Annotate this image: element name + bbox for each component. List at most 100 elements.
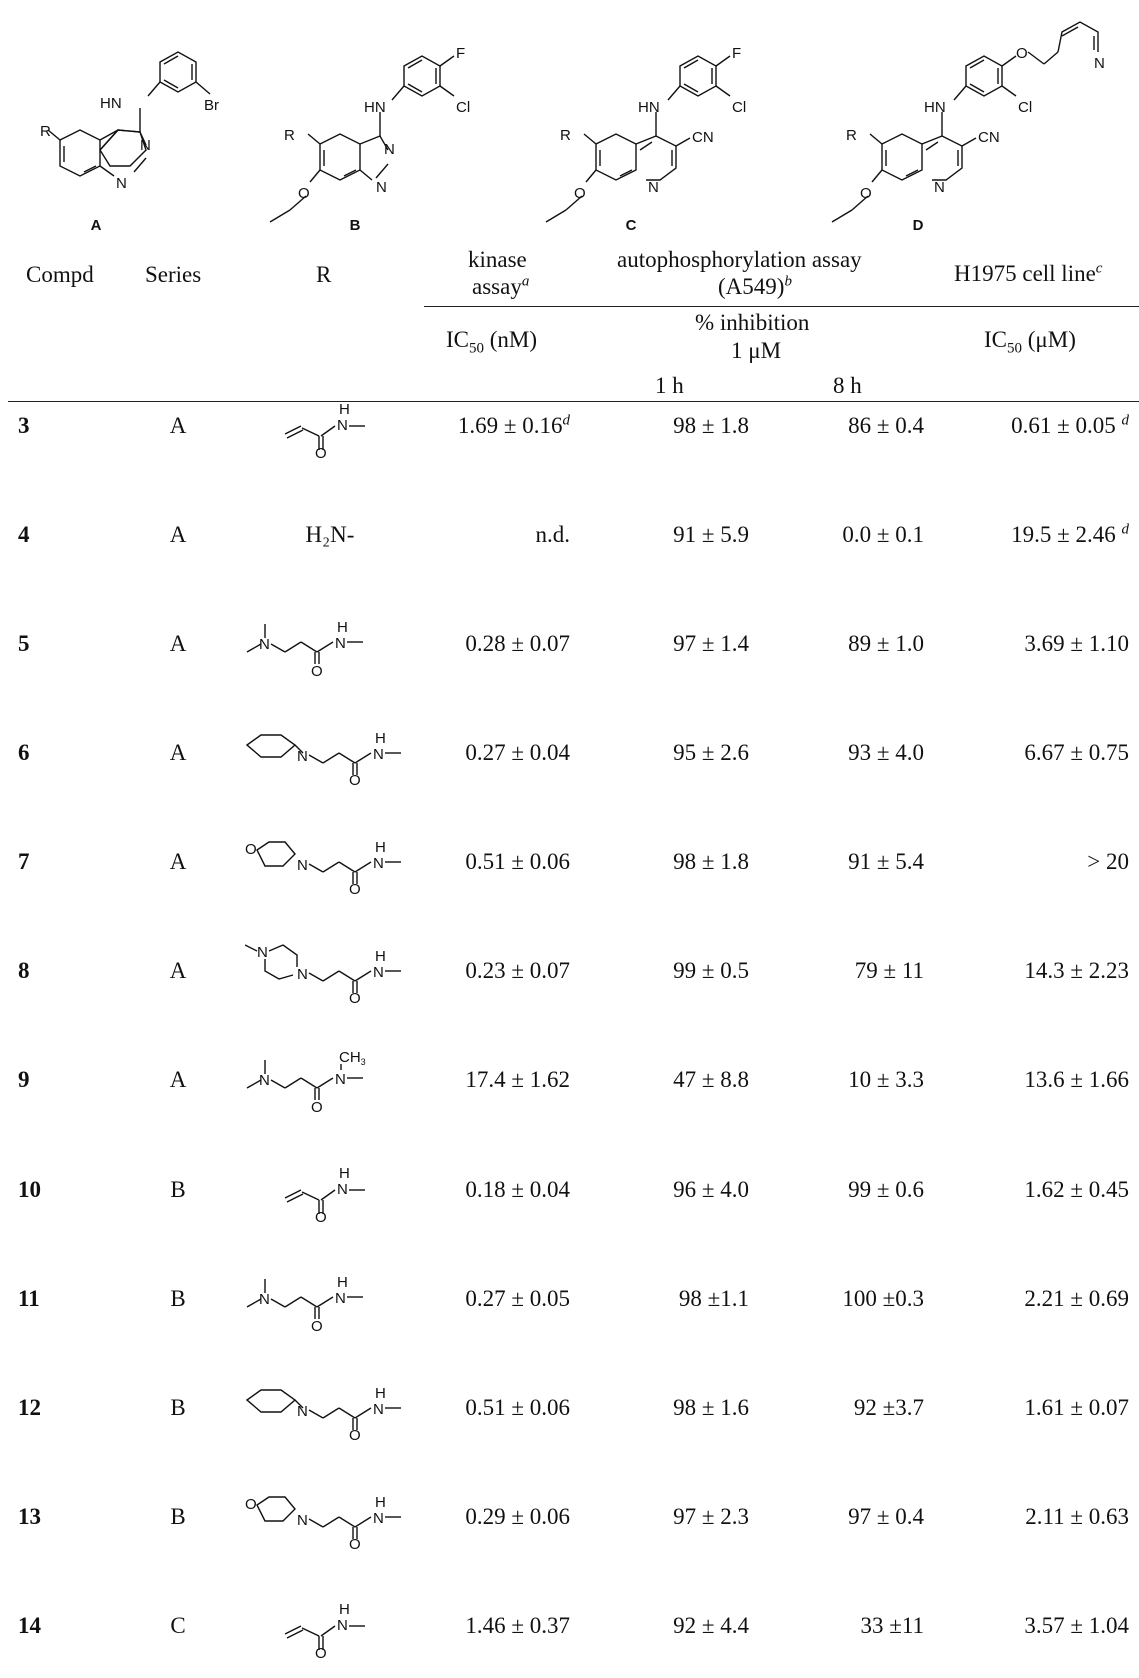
cell-inhibition-1h: 98 ± 1.8 [673, 413, 749, 438]
cell-compd: 14 [18, 1613, 41, 1638]
r-group-structure: O N H [284, 1165, 365, 1224]
svg-text:N: N [259, 636, 270, 653]
scaffold-a-nh-atom: HN [100, 95, 122, 112]
svg-text:O: O [315, 1645, 327, 1660]
cell-h1975-ic50: > 20 [1087, 849, 1129, 874]
cell-compd: 3 [18, 413, 30, 438]
cell-inhibition-8h: 93 ± 4.0 [848, 740, 924, 765]
cell-h1975-ic50: 13.6 ± 1.66 [1024, 1067, 1129, 1092]
cell-inhibition-1h: 97 ± 2.3 [673, 1504, 749, 1529]
cell-kinase-ic50: 0.27 ± 0.04 [465, 740, 570, 765]
cell-r-group: H₂N- [245, 505, 415, 565]
scaffold-b-structure [269, 55, 455, 223]
cell-compd: 6 [18, 740, 30, 765]
svg-text:H: H [339, 1601, 350, 1618]
scaffold-c-cn-atom: CN [692, 129, 714, 146]
scaffold-c-o-atom: O [574, 185, 586, 202]
svg-text:H: H [375, 948, 386, 965]
cell-inhibition-1h: 99 ± 0.5 [673, 958, 749, 983]
table-row: 12 B N O N H 0.51 ± 0.06 98 ± 1.6 92 ±3.… [0, 1378, 1139, 1442]
header-series: Series [145, 262, 202, 287]
scaffold-a-structure [47, 51, 211, 177]
cell-compd: 11 [18, 1286, 40, 1311]
scaffold-d-r-atom: R [846, 127, 857, 144]
svg-text:O: O [311, 1099, 323, 1114]
cell-compd: 10 [18, 1177, 41, 1202]
cell-kinase-ic50: 0.27 ± 0.05 [465, 1286, 570, 1311]
scaffold-c-cl-atom: Cl [732, 99, 746, 116]
svg-text:O: O [349, 772, 361, 787]
cell-h1975-ic50: 6.67 ± 0.75 [1024, 740, 1129, 765]
table-row: 13 B O N O N H 0.29 ± 0.06 97 ± 2.3 97 ±… [0, 1487, 1139, 1551]
scaffold-c-n-atom: N [648, 179, 659, 196]
svg-text:N: N [373, 964, 384, 981]
svg-text:CH3: CH3 [339, 1050, 366, 1067]
cell-r-group: O N H [245, 1160, 415, 1224]
scaffold-b-n1-atom: N [384, 141, 395, 158]
cell-inhibition-8h: 100 ±0.3 [842, 1286, 924, 1311]
cell-inhibition-1h: 92 ± 4.4 [673, 1613, 749, 1638]
svg-text:O: O [245, 1496, 257, 1513]
cell-r-group: N O N H [245, 1269, 415, 1333]
scaffold-b-label: B [349, 217, 361, 234]
cell-inhibition-1h: 95 ± 2.6 [673, 740, 749, 765]
header-1h: 1 h [655, 373, 684, 398]
svg-text:H: H [337, 619, 348, 636]
svg-text:N: N [373, 1401, 384, 1418]
header-compd: Compd [26, 262, 94, 287]
cell-compd: 5 [18, 631, 30, 656]
header-r: R [316, 262, 332, 287]
svg-text:N: N [337, 1181, 348, 1198]
cell-inhibition-8h: 33 ±11 [860, 1613, 924, 1638]
r-group-structure: N O N H [246, 619, 363, 678]
cell-inhibition-1h: 47 ± 8.8 [673, 1067, 749, 1092]
svg-text:H: H [375, 839, 386, 856]
cell-kinase-ic50: 1.69 ± 0.16d [457, 412, 570, 438]
scaffold-d-n-atom: N [934, 179, 945, 196]
svg-text:N: N [259, 1072, 270, 1089]
svg-text:O: O [349, 881, 361, 896]
header-subrule [424, 306, 1139, 307]
table-row: 6 A N O N H 0.27 ± 0.04 95 ± 2.6 93 ± 4.… [0, 723, 1139, 787]
cell-r-group: N O N CH3 [245, 1050, 415, 1114]
header-autophos-line1: autophosphorylation assay [617, 247, 862, 272]
scaffold-d-label: D [912, 217, 924, 234]
cell-kinase-ic50: 0.28 ± 0.07 [465, 631, 570, 656]
svg-text:O: O [245, 841, 257, 858]
cell-r-group: O N O N H [245, 832, 415, 896]
svg-text:O: O [315, 1209, 327, 1224]
r-group-label: H₂N- [305, 522, 355, 547]
svg-text:N: N [297, 966, 308, 983]
cell-inhibition-8h: 91 ± 5.4 [848, 849, 924, 874]
cell-r-group: N O N H [245, 723, 415, 787]
scaffold-d-o2-atom: O [1016, 45, 1028, 62]
scaffold-structures: R HN Br N N R HN F Cl N N O [0, 0, 1139, 240]
header-bottom-rule [8, 401, 1139, 402]
cell-compd: 9 [18, 1067, 30, 1092]
scaffold-c-label: C [625, 217, 637, 234]
cell-kinase-ic50: 0.51 ± 0.06 [465, 849, 570, 874]
scaffold-a-label: A [90, 217, 102, 234]
r-group-structure: O N O N H [245, 1494, 401, 1551]
cell-compd: 4 [18, 522, 30, 547]
cell-inhibition-8h: 97 ± 0.4 [848, 1504, 924, 1529]
header-inhibition-line1: % inhibition [695, 310, 810, 335]
table-row: 3 A O N H 1.69 ± 0.16d 98 ± 1.8 86 ± 0.4… [0, 396, 1139, 460]
svg-text:H: H [337, 1274, 348, 1291]
cell-inhibition-1h: 96 ± 4.0 [673, 1177, 749, 1202]
cell-h1975-ic50: 0.61 ± 0.05 d [1011, 412, 1129, 438]
cell-kinase-ic50: 0.51 ± 0.06 [465, 1395, 570, 1420]
scaffold-d-nh-atom: HN [924, 99, 946, 116]
cell-r-group: N O N H [245, 614, 415, 678]
header-inhibition-line2: 1 μM [731, 338, 782, 363]
table-row: 14 C O N H 1.46 ± 0.37 92 ± 4.4 33 ±11 3… [0, 1596, 1139, 1660]
scaffold-d-o-atom: O [860, 185, 872, 202]
cell-inhibition-8h: 86 ± 0.4 [848, 413, 924, 438]
svg-text:O: O [311, 663, 323, 678]
cell-h1975-ic50: 1.62 ± 0.45 [1024, 1177, 1129, 1202]
cell-kinase-ic50: 17.4 ± 1.62 [465, 1067, 570, 1092]
scaffold-a-n2-atom: N [116, 175, 127, 192]
cell-inhibition-1h: 91 ± 5.9 [673, 522, 749, 547]
cell-compd: 12 [18, 1395, 41, 1420]
cell-h1975-ic50: 2.11 ± 0.63 [1025, 1504, 1129, 1529]
